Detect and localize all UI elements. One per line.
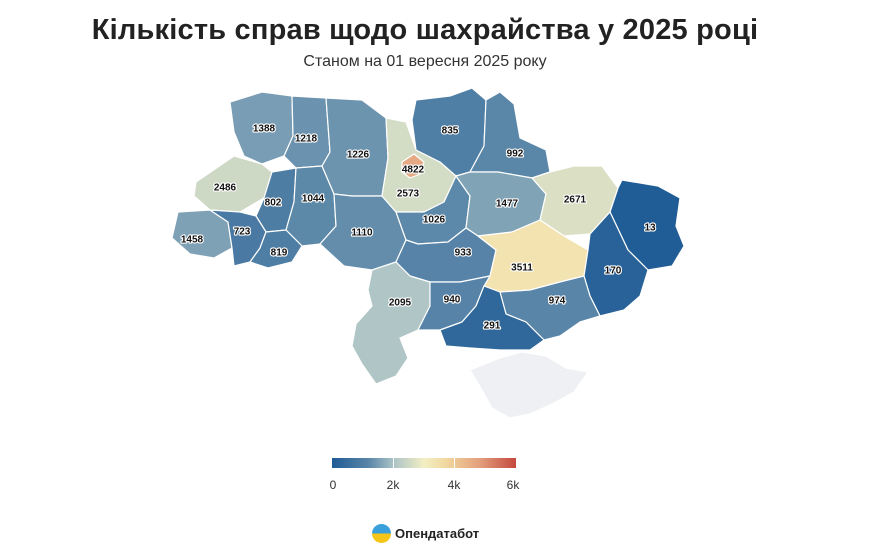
region-odesa[interactable] [351,261,431,385]
value-label-khmelnytskyi: 1044 [302,194,325,205]
opendatabot-logo-icon [372,523,391,543]
value-label-ivano-frankivsk: 723 [234,227,251,238]
value-label-kirovohrad: 933 [455,248,472,259]
value-label-kharkiv: 2671 [564,195,587,206]
region-kherson[interactable] [439,285,545,351]
value-label-dnipropetrovsk: 3511 [511,263,533,274]
value-label-cherkasy: 1026 [423,215,446,226]
region-zhytomyr[interactable] [321,97,389,197]
value-label-chernivtsi: 819 [271,248,288,259]
value-label-zhytomyr: 1226 [347,150,370,161]
value-label-volyn: 1388 [253,124,276,135]
value-label-luhansk: 13 [644,223,656,234]
legend-label-6k: 6k [506,478,520,492]
value-label-poltava: 1477 [496,199,519,210]
value-label-vinnytsia: 1110 [351,228,373,239]
value-label-donetsk: 170 [605,266,622,277]
value-label-lviv: 2486 [214,183,237,194]
value-label-zaporizhzhia: 974 [549,296,566,307]
value-label-mykolaiv: 940 [444,295,461,306]
region-chernivtsi[interactable] [249,229,303,269]
value-label-odesa: 2095 [389,298,412,309]
legend-tick-4k [454,456,455,470]
legend-label-4k: 4k [447,478,461,492]
brand-name: Опендатабот [395,525,480,541]
value-label-zakarpattia: 1458 [181,235,204,246]
brand: Опендатабот [372,522,479,544]
value-label-sumy: 992 [507,149,524,160]
legend-label-2k: 2k [386,478,400,492]
value-label-kyiv-oblast: 2573 [397,189,420,200]
value-label-kyiv-city: 4822 [402,165,425,176]
region-crimea[interactable] [469,351,589,419]
page-title: Кількість справ щодо шахрайства у 2025 р… [91,14,759,46]
legend-color-scale [332,458,516,468]
value-label-kherson: 291 [484,321,501,332]
value-label-ternopil: 802 [265,198,282,209]
value-label-chernihiv: 835 [442,126,459,137]
legend-tick-2k [393,456,394,470]
page-subtitle: Станом на 01 вересня 2025 року [303,53,547,70]
value-label-rivne: 1218 [295,134,318,145]
region-kyiv-city[interactable] [401,153,425,179]
legend-label-0: 0 [329,478,337,492]
